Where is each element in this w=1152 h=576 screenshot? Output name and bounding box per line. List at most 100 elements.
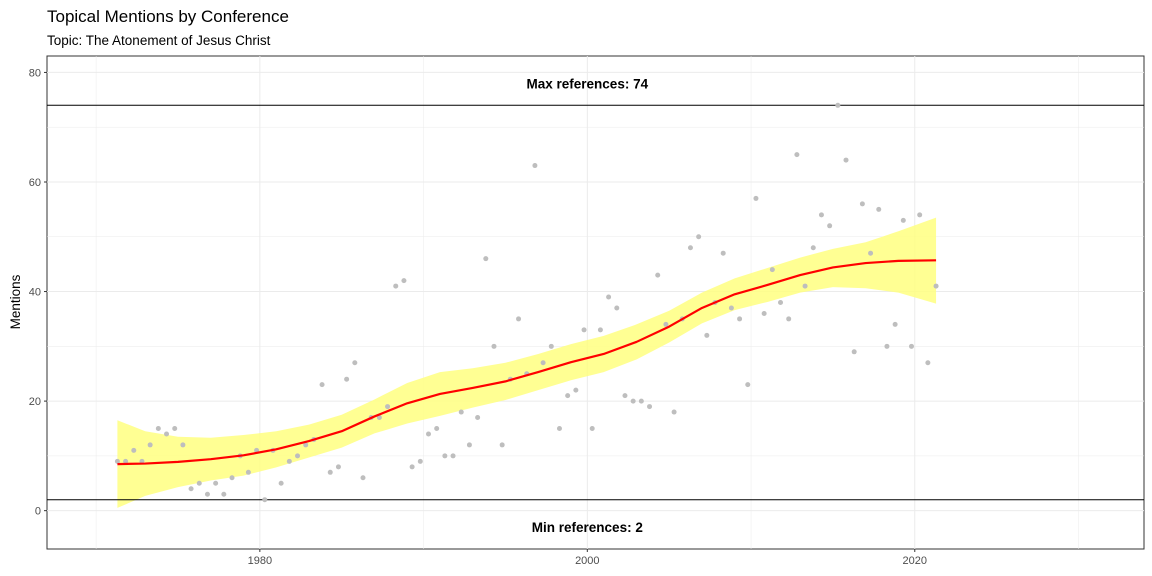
data-point [164, 431, 170, 437]
data-point [597, 327, 603, 333]
y-tick-label: 60 [29, 177, 41, 189]
data-point [925, 360, 931, 366]
data-point [335, 464, 341, 470]
data-point [548, 343, 554, 349]
data-point [622, 393, 628, 399]
x-tick-label: 2020 [903, 555, 927, 567]
data-point [638, 398, 644, 404]
x-tick-label: 1980 [248, 555, 272, 567]
data-point [859, 201, 865, 207]
data-point [360, 475, 366, 481]
data-point [147, 442, 153, 448]
y-tick-label: 40 [29, 287, 41, 299]
data-point [827, 223, 833, 229]
data-point [630, 398, 636, 404]
y-axis-title: Mentions [8, 274, 23, 329]
data-point [204, 491, 210, 497]
data-point [434, 425, 440, 431]
data-point [532, 163, 538, 169]
data-point [900, 217, 906, 223]
data-point [606, 294, 612, 300]
data-point [352, 360, 358, 366]
reference-label: Max references: 74 [527, 76, 649, 91]
data-point [376, 415, 382, 421]
data-point [221, 491, 227, 497]
data-point [655, 272, 661, 278]
data-point [720, 250, 726, 256]
data-point [851, 349, 857, 355]
data-point [892, 321, 898, 327]
reference-label: Min references: 2 [532, 520, 643, 535]
data-point [172, 425, 178, 431]
data-point [794, 152, 800, 158]
reference-line-layer [47, 104, 1144, 501]
data-point [835, 102, 841, 108]
data-point [466, 442, 472, 448]
data-point [450, 453, 456, 459]
data-point [884, 343, 890, 349]
data-point [556, 425, 562, 431]
data-point [614, 305, 620, 311]
data-point [843, 157, 849, 163]
data-point [229, 475, 235, 481]
band-layer [117, 217, 937, 508]
data-point [737, 316, 743, 322]
data-point [647, 404, 653, 410]
chart-subtitle: Topic: The Atonement of Jesus Christ [47, 33, 271, 48]
data-point [565, 393, 571, 399]
data-point [213, 480, 219, 486]
data-point [745, 382, 751, 388]
data-point [401, 278, 407, 284]
data-point [196, 480, 202, 486]
data-point [802, 283, 808, 289]
data-point [458, 409, 464, 415]
axis-layer: 0 20 40 60 80 1980 2000 2020 [29, 67, 927, 567]
data-point [704, 332, 710, 338]
data-point [589, 425, 595, 431]
data-point [810, 245, 816, 251]
data-point [295, 453, 301, 459]
data-point [123, 458, 129, 464]
data-point [286, 458, 292, 464]
data-point [131, 447, 137, 453]
data-point [303, 442, 309, 448]
data-point [728, 305, 734, 311]
data-point [409, 464, 415, 470]
data-point [696, 234, 702, 240]
data-point [917, 212, 923, 218]
data-point [491, 343, 497, 349]
data-point [753, 195, 759, 201]
data-point [319, 382, 325, 388]
data-point [385, 404, 391, 410]
data-point [483, 256, 489, 262]
chart-title: Topical Mentions by Conference [47, 7, 289, 26]
smooth-line-layer [117, 259, 937, 466]
data-point [818, 212, 824, 218]
data-point [417, 458, 423, 464]
data-point [278, 480, 284, 486]
data-point [761, 310, 767, 316]
data-point [155, 425, 161, 431]
data-point [499, 442, 505, 448]
point-layer [114, 102, 939, 503]
data-point [581, 327, 587, 333]
data-point [909, 343, 915, 349]
data-point [868, 250, 874, 256]
confidence-band [117, 217, 937, 508]
y-tick-label: 80 [29, 67, 41, 79]
data-point [769, 267, 775, 273]
data-point [393, 283, 399, 289]
y-tick-label: 20 [29, 396, 41, 408]
data-point [475, 415, 481, 421]
data-point [180, 442, 186, 448]
data-point [671, 409, 677, 415]
data-point [786, 316, 792, 322]
data-point [573, 387, 579, 393]
data-point [425, 431, 431, 437]
data-point [540, 360, 546, 366]
data-point [327, 469, 333, 475]
x-tick-label: 2000 [575, 555, 599, 567]
data-point [516, 316, 522, 322]
